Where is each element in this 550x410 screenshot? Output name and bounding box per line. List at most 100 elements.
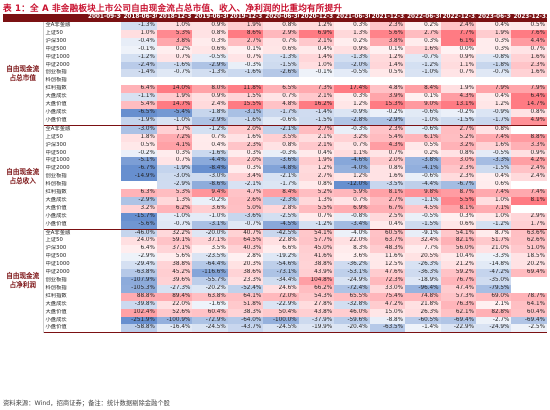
value-cell: 82.8% xyxy=(475,308,512,317)
value-cell: 72.0% xyxy=(263,292,299,301)
value-cell: -16.4% xyxy=(156,324,193,334)
value-cell xyxy=(86,204,122,213)
value-cell: 60.4% xyxy=(192,308,228,317)
value-cell: 0.8% xyxy=(192,29,228,38)
value-cell xyxy=(86,116,122,126)
value-cell: -2.4% xyxy=(121,61,157,70)
value-cell xyxy=(86,324,122,334)
index-label: 小盘价值 xyxy=(43,116,86,126)
value-cell: -0.6% xyxy=(263,116,299,126)
table-row: 自由现金流占总市值 全A非金融 -1.3% 1.0% 0.9% 1.9% 0.8% 1.2% 0… xyxy=(3,22,547,126)
value-cell: 38.6% xyxy=(227,269,264,277)
value-cell: 37.1% xyxy=(192,237,228,246)
value-cell: -64.4% xyxy=(192,261,228,270)
value-cell: -26.3% xyxy=(405,261,441,270)
value-cell xyxy=(86,261,122,270)
value-cell: -37.9% xyxy=(298,316,335,325)
value-cell: -52.4% xyxy=(227,284,264,293)
value-cell: -3.6% xyxy=(227,212,264,221)
value-cell: 5.6% xyxy=(156,253,193,262)
value-cell: -1.2% xyxy=(405,61,441,70)
value-cell: 0.7% xyxy=(369,149,406,158)
header-blank-group xyxy=(3,14,43,22)
value-cell: 2.3% xyxy=(511,61,547,70)
value-cell: 1.0% xyxy=(298,61,335,70)
value-cell: 0.3% xyxy=(334,93,370,102)
value-cell: 1.3% xyxy=(334,29,370,38)
value-cell: 5.4% xyxy=(369,133,406,142)
value-cell: 0.6% xyxy=(263,45,299,54)
value-cell: 59.2% xyxy=(440,269,476,277)
value-cell: -72.4% xyxy=(334,284,370,293)
column-header: 2019-12-31 xyxy=(227,14,264,22)
value-cell: 24.0% xyxy=(121,237,157,246)
value-cell xyxy=(227,77,264,86)
value-cell xyxy=(263,77,299,86)
value-cell: 0.2% xyxy=(405,22,441,30)
value-cell xyxy=(405,77,441,86)
value-cell: 0.3% xyxy=(227,149,264,158)
value-cell: -1.6% xyxy=(192,300,228,309)
value-cell: 0.8% xyxy=(298,181,335,190)
value-cell xyxy=(298,77,335,86)
value-cell: -23.5% xyxy=(192,253,228,262)
value-cell: -2.5% xyxy=(511,324,547,334)
value-cell: -43.7% xyxy=(227,324,264,334)
value-cell xyxy=(475,77,512,86)
column-header: 2020-12-31 xyxy=(298,14,335,22)
value-cell: 38.8% xyxy=(298,261,335,270)
value-cell: 74.8% xyxy=(405,292,441,301)
value-cell: -64.0% xyxy=(227,316,264,325)
value-cell: -0.4% xyxy=(121,37,157,46)
value-cell: 46.0% xyxy=(334,308,370,317)
value-cell xyxy=(86,53,122,62)
value-cell: 45.2% xyxy=(156,269,193,277)
table-row: 大盘价值 102.4% 52.6% 60.4% 38.3% 50.4% 43.8% 46.0%… xyxy=(3,308,547,317)
value-cell xyxy=(86,212,122,221)
table-row: 红利指数 6.3% 5.3% 9.4% 4.7% 8.4% 5.2% 5.9% 8.1% 9.8%… xyxy=(3,189,547,197)
value-cell xyxy=(86,308,122,317)
value-cell: -1.1% xyxy=(405,196,441,205)
value-cell: -4.4% xyxy=(192,157,228,166)
table-row: 红利指数 88.8% 89.4% 63.8% 64.1% 72.0% 54.3% 65.5% 7… xyxy=(3,292,547,301)
value-cell xyxy=(86,284,122,293)
value-cell: 24.6% xyxy=(263,284,299,293)
value-cell: -2.5% xyxy=(263,212,299,221)
value-cell: 38.8% xyxy=(156,261,193,270)
value-cell: 2.7% xyxy=(227,37,264,46)
value-cell: 2.3% xyxy=(369,125,406,134)
value-cell: 69.0% xyxy=(475,292,512,301)
index-label: 大盘成长 xyxy=(45,93,67,100)
value-cell: 1.5% xyxy=(227,93,264,102)
value-cell: 2.7% xyxy=(405,29,441,38)
value-cell: 63.7% xyxy=(369,237,406,246)
value-cell: 0.4% xyxy=(475,93,512,102)
table-row: 中证500 -0.1% 0.2% 0.6% 0.1% 0.6% 0.4% 0.9% 0.1% 1.… xyxy=(3,45,547,54)
value-cell: 47.2% xyxy=(369,300,406,309)
index-label: 中证2000 xyxy=(45,269,70,276)
value-cell: 2.1% xyxy=(298,93,335,102)
value-cell xyxy=(369,77,406,86)
value-cell xyxy=(86,149,122,158)
value-cell: 4.4% xyxy=(511,37,547,46)
table-row: 自由现金流占净利润 全A非金融 -46.0% 32.2% -20.0% 40.7% -42.… xyxy=(3,229,547,333)
value-cell: 6.7% xyxy=(369,204,406,213)
value-cell: -1.3% xyxy=(334,53,370,62)
value-cell: 2.1% xyxy=(298,133,335,142)
value-cell xyxy=(86,165,122,174)
value-cell: -2.8% xyxy=(334,116,370,126)
value-cell: -2.9% xyxy=(192,116,228,126)
value-cell: -1.0% xyxy=(156,212,193,221)
value-cell: 0.3% xyxy=(192,37,228,46)
value-cell: 0.5% xyxy=(511,22,547,30)
value-cell: 8.0% xyxy=(192,85,228,94)
value-cell: 7.3% xyxy=(298,85,335,94)
table-row: 小盘价值 -1.9% -1.0% -2.9% -1.6% -0.6% -1.5% -2.8% -… xyxy=(3,116,547,126)
value-cell: -29.4% xyxy=(121,261,157,270)
value-cell xyxy=(86,173,122,182)
value-cell: 7.7% xyxy=(405,245,441,254)
value-cell: 6.4% xyxy=(511,93,547,102)
value-cell: -2.9% xyxy=(192,61,228,70)
value-cell: 2.4% xyxy=(192,101,228,109)
value-cell: 1.8% xyxy=(121,133,157,142)
